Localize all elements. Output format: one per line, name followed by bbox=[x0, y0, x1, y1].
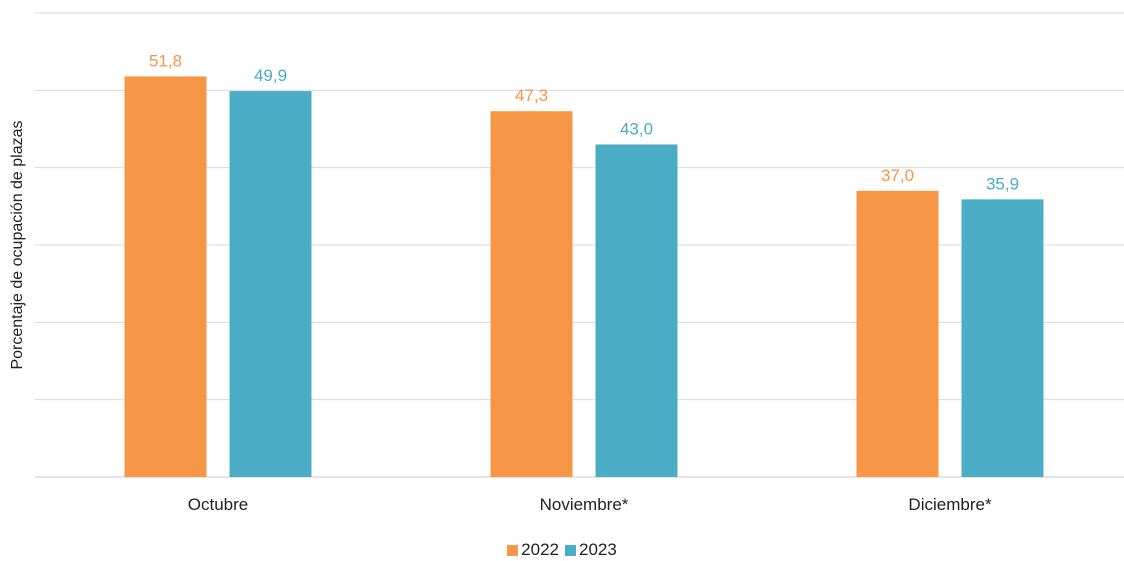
legend-item-2023: 2023 bbox=[565, 540, 617, 560]
bar-2022-3 bbox=[856, 190, 939, 477]
legend-swatch bbox=[565, 544, 576, 556]
x-tick-label: Diciembre* bbox=[908, 495, 992, 514]
data-labels: 51,8 49,9 47,3 43,0 37,0 35,9 bbox=[149, 51, 1019, 193]
legend-label: 2022 bbox=[521, 540, 559, 559]
data-label-2022-3: 37,0 bbox=[881, 166, 914, 185]
data-label-2023-1: 49,9 bbox=[254, 66, 287, 85]
x-tick-label: Octubre bbox=[188, 495, 248, 514]
data-label-2023-3: 35,9 bbox=[986, 174, 1019, 193]
y-axis-title: Porcentaje de ocupación de plazas bbox=[9, 120, 26, 369]
legend: 2022 2023 bbox=[0, 540, 1124, 561]
legend-swatch bbox=[507, 544, 519, 556]
bar-2023-3 bbox=[961, 199, 1044, 477]
data-label-2022-1: 51,8 bbox=[149, 51, 182, 70]
legend-label: 2023 bbox=[579, 540, 617, 559]
bar-2022-2 bbox=[490, 111, 573, 478]
data-label-2023-2: 43,0 bbox=[620, 119, 653, 138]
data-label-2022-2: 47,3 bbox=[515, 86, 548, 105]
bars bbox=[124, 76, 1044, 478]
x-tick-label: Noviembre* bbox=[540, 495, 629, 514]
bar-2023-1 bbox=[229, 91, 312, 478]
bar-2022-1 bbox=[124, 76, 207, 477]
legend-item-2022: 2022 bbox=[507, 540, 559, 560]
x-tick-labels: Octubre Noviembre* Diciembre* bbox=[188, 495, 992, 514]
bar-2023-2 bbox=[595, 144, 678, 477]
gridlines bbox=[35, 12, 1124, 478]
